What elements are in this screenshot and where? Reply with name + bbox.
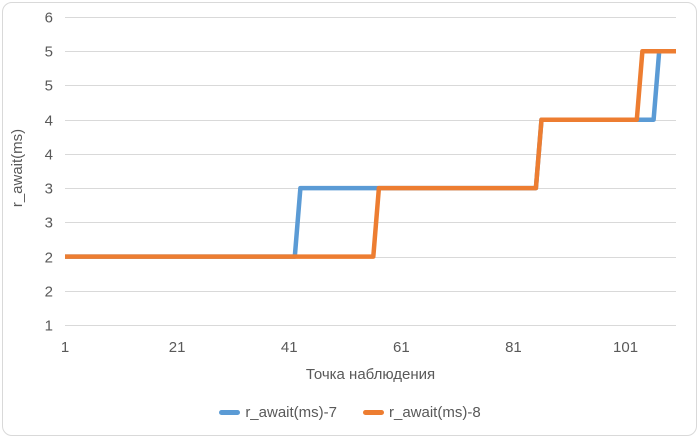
y-tick-label: 6 <box>45 10 53 27</box>
y-axis-title: r_await(ms) <box>9 128 26 208</box>
x-tick-label: 101 <box>613 339 638 356</box>
legend-label: r_await(ms)-7 <box>245 404 337 421</box>
x-tick-label: 61 <box>393 339 410 356</box>
x-axis-title: Точка наблюдения <box>305 366 436 383</box>
y-tick-label: 2 <box>45 250 53 267</box>
y-tick-label: 2 <box>45 284 53 301</box>
x-tick-label: 1 <box>61 339 69 356</box>
legend-item-series-8[interactable]: r_await(ms)-8 <box>363 404 481 421</box>
y-tick-label: 4 <box>45 113 53 130</box>
y-tick-label: 5 <box>45 78 53 95</box>
x-tick-label: 21 <box>169 339 186 356</box>
series-line-r_await(ms)-8[interactable] <box>65 48 676 259</box>
y-tick-label: 4 <box>45 147 53 164</box>
legend-item-series-7[interactable]: r_await(ms)-7 <box>219 404 337 421</box>
legend-line-swatch-blue <box>219 410 241 415</box>
y-tick-label: 3 <box>45 181 53 198</box>
x-tick-label: 81 <box>505 339 522 356</box>
legend-label: r_await(ms)-8 <box>389 404 481 421</box>
y-tick-label: 3 <box>45 215 53 232</box>
series-line-r_await(ms)-7[interactable] <box>65 48 676 259</box>
legend: r_await(ms)-7 r_await(ms)-8 <box>0 404 700 421</box>
x-tick-label: 41 <box>281 339 298 356</box>
legend-line-swatch-orange <box>363 410 384 415</box>
y-tick-label: 1 <box>45 318 53 335</box>
y-tick-label: 5 <box>45 44 53 61</box>
